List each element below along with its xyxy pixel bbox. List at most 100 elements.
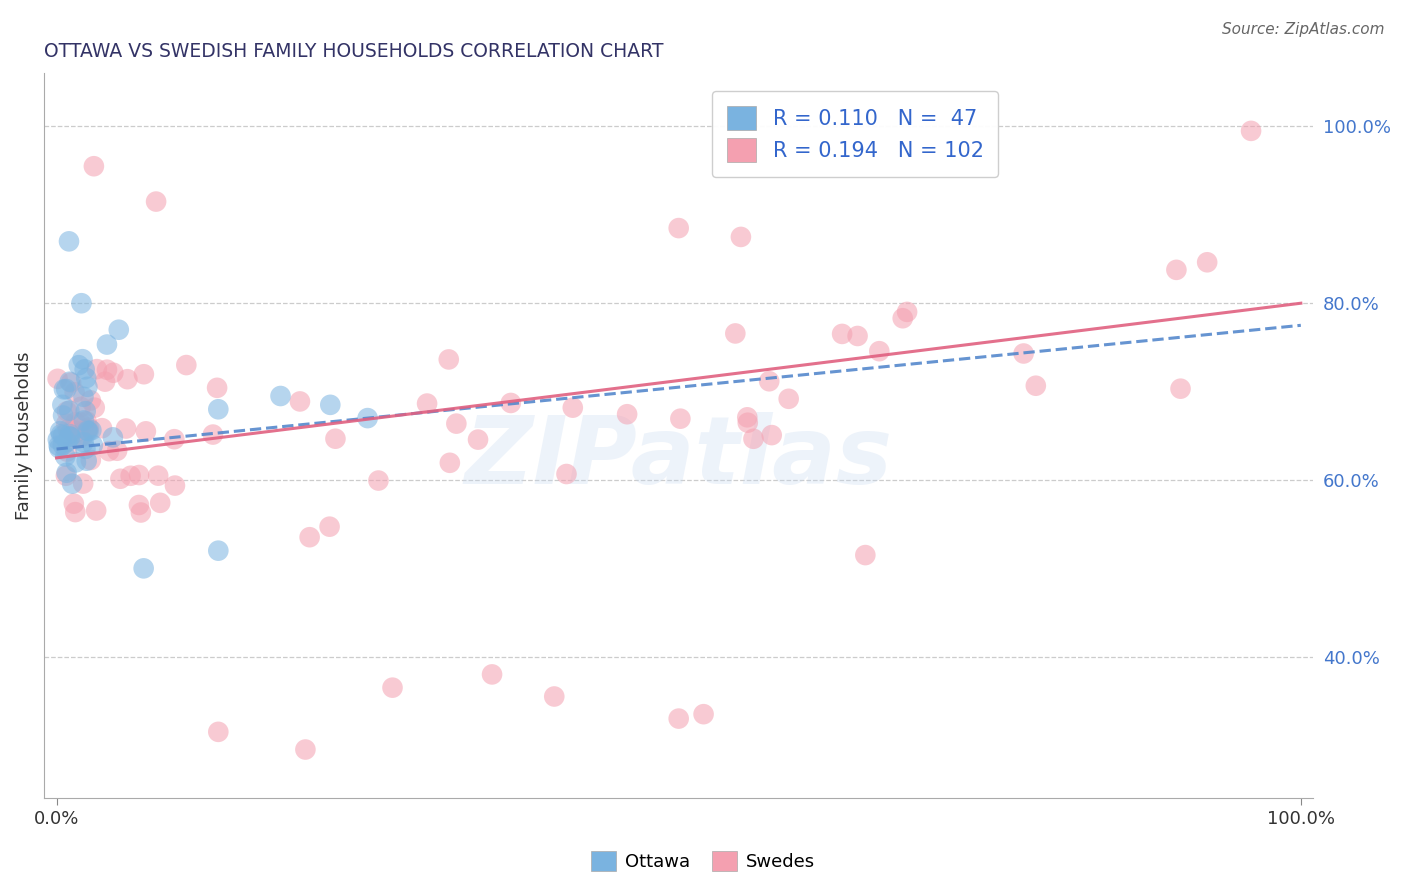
Point: [868, 344, 890, 359]
Point: [76, 414, 98, 428]
Point: [83, 401, 105, 415]
Point: [1170, 382, 1192, 396]
Point: [55, 468, 77, 483]
Point: [63, 497, 86, 511]
Point: [55, 417, 77, 431]
Point: [52, 383, 75, 397]
Point: [356, 411, 378, 425]
Y-axis label: Family Households: Family Households: [15, 351, 32, 520]
Point: [52, 409, 75, 423]
Point: [73, 413, 96, 427]
Point: [778, 392, 800, 406]
Legend: R = 0.110   N =  47, R = 0.194   N = 102: R = 0.110 N = 47, R = 0.194 N = 102: [713, 91, 998, 177]
Point: [96, 362, 118, 376]
Point: [72, 390, 94, 404]
Point: [176, 358, 198, 372]
Point: [65, 455, 87, 469]
Point: [207, 724, 229, 739]
Point: [56, 434, 79, 449]
Point: [761, 428, 783, 442]
Point: [439, 456, 461, 470]
Point: [60, 476, 83, 491]
Point: [80, 393, 103, 408]
Text: ZIPatlas: ZIPatlas: [464, 411, 893, 503]
Point: [1197, 255, 1219, 269]
Point: [63, 426, 86, 441]
Point: [294, 742, 316, 756]
Point: [76, 453, 98, 467]
Point: [98, 444, 121, 458]
Point: [76, 423, 98, 437]
Point: [467, 433, 489, 447]
Point: [103, 366, 125, 380]
Point: [53, 450, 76, 464]
Point: [59, 430, 82, 444]
Point: [59, 430, 82, 444]
Point: [758, 374, 780, 388]
Point: [110, 472, 132, 486]
Point: [69, 430, 91, 444]
Point: [135, 425, 157, 439]
Point: [145, 194, 167, 209]
Point: [499, 396, 522, 410]
Point: [270, 389, 292, 403]
Point: [163, 432, 186, 446]
Point: [207, 402, 229, 417]
Point: [58, 427, 80, 442]
Point: [207, 543, 229, 558]
Point: [117, 372, 139, 386]
Point: [72, 435, 94, 450]
Point: [75, 404, 97, 418]
Point: [107, 323, 129, 337]
Point: [76, 424, 98, 438]
Point: [80, 423, 103, 437]
Point: [129, 506, 152, 520]
Point: [67, 358, 90, 372]
Point: [52, 428, 75, 442]
Point: [149, 496, 172, 510]
Point: [56, 444, 79, 458]
Point: [381, 681, 404, 695]
Point: [132, 561, 155, 575]
Point: [846, 329, 869, 343]
Point: [1240, 124, 1263, 138]
Point: [105, 443, 128, 458]
Point: [1025, 378, 1047, 392]
Point: [72, 352, 94, 367]
Point: [163, 478, 186, 492]
Point: [318, 519, 340, 533]
Point: [51, 398, 73, 412]
Point: [416, 396, 439, 410]
Point: [55, 466, 77, 480]
Point: [76, 380, 98, 394]
Point: [724, 326, 747, 341]
Point: [1012, 346, 1035, 360]
Point: [94, 375, 117, 389]
Point: [77, 420, 100, 434]
Point: [86, 362, 108, 376]
Point: [75, 423, 97, 437]
Point: [692, 707, 714, 722]
Point: [668, 221, 690, 235]
Point: [65, 505, 87, 519]
Point: [325, 432, 347, 446]
Point: [58, 235, 80, 249]
Point: [616, 407, 638, 421]
Point: [83, 159, 105, 173]
Point: [201, 427, 224, 442]
Point: [48, 442, 70, 456]
Point: [70, 296, 93, 310]
Point: [128, 468, 150, 483]
Point: [82, 438, 104, 452]
Point: [69, 400, 91, 414]
Point: [58, 403, 80, 417]
Point: [52, 438, 75, 452]
Point: [49, 427, 72, 442]
Point: [73, 362, 96, 376]
Point: [853, 548, 876, 562]
Point: [91, 421, 114, 435]
Point: [58, 429, 80, 443]
Point: [132, 368, 155, 382]
Point: [46, 433, 69, 447]
Point: [561, 401, 583, 415]
